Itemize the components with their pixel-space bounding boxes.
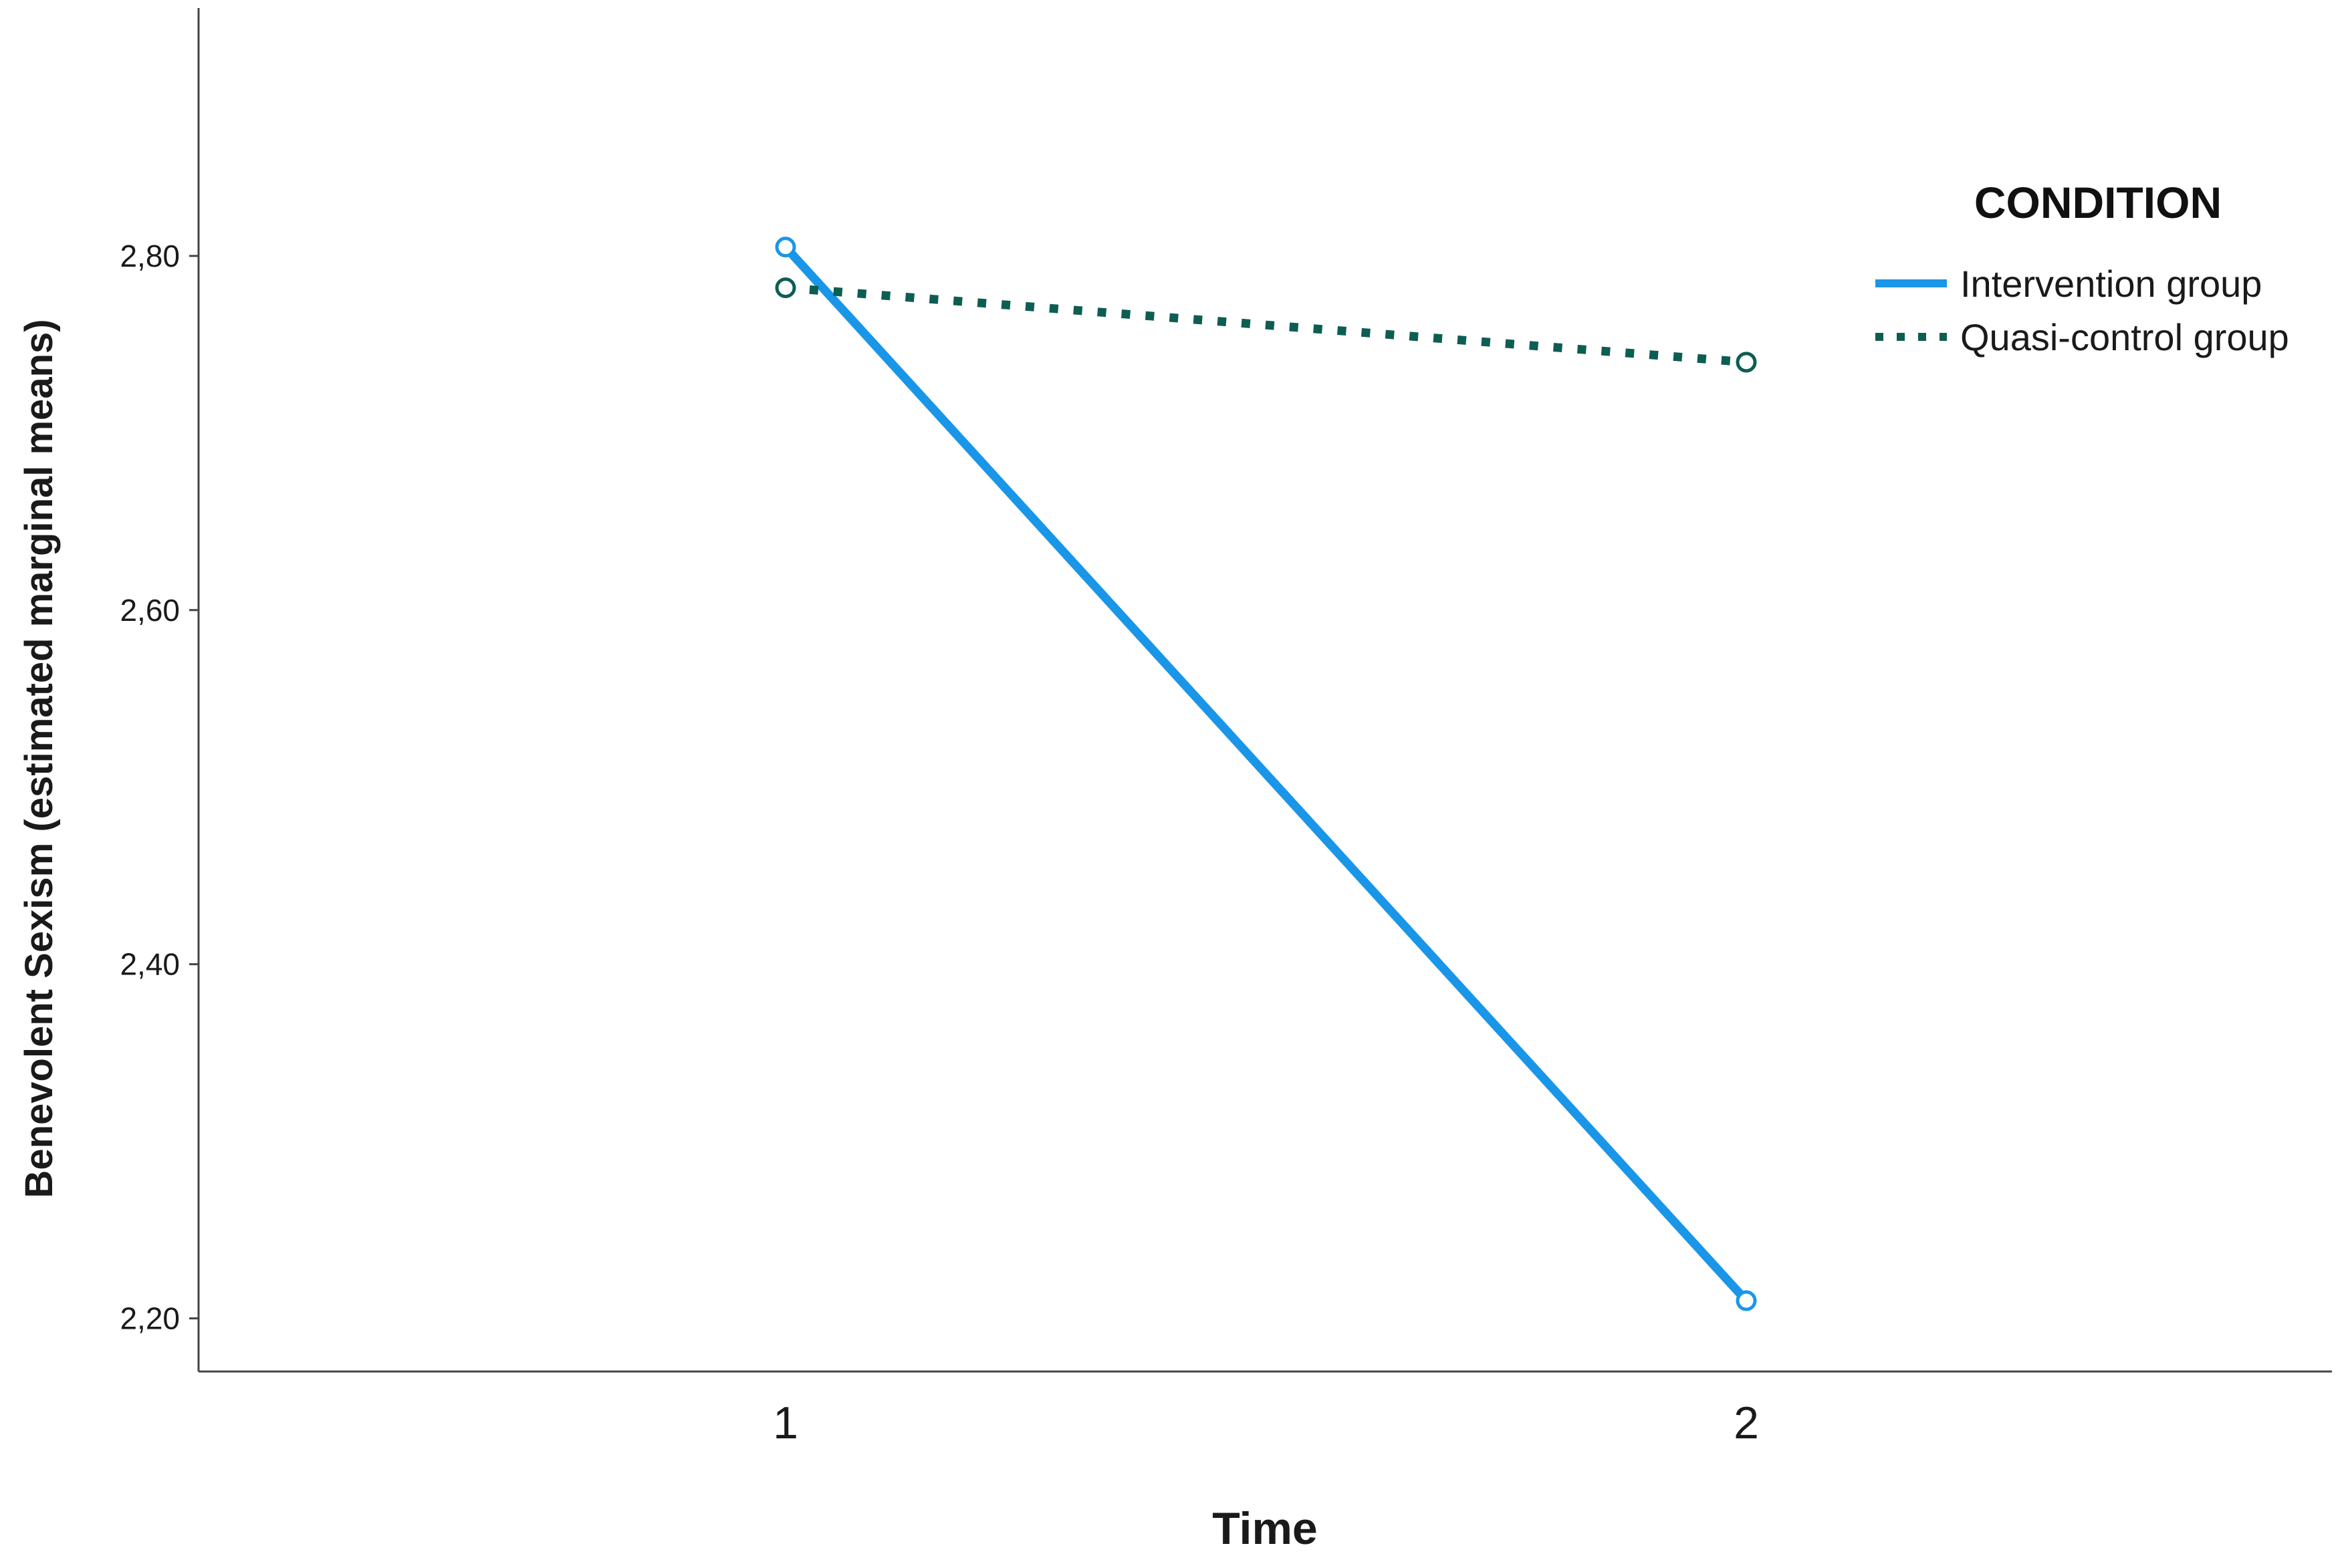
- series-intervention-group: [775, 237, 1757, 1311]
- y-tick-label: 2,20: [120, 1301, 180, 1336]
- series-quasi-control-group: [775, 277, 1757, 373]
- series-line: [781, 243, 1751, 1305]
- y-tick-label: 2,80: [120, 239, 180, 273]
- series-line: [785, 283, 1747, 367]
- x-axis-title: Time: [1212, 1503, 1317, 1554]
- legend-label: Quasi-control group: [1960, 316, 2289, 358]
- x-tick-label: 2: [1734, 1398, 1759, 1448]
- y-ticks: 2,20 2,40 2,60 2,80: [120, 239, 199, 1336]
- series: [775, 237, 1757, 1311]
- data-point: [1736, 352, 1757, 373]
- y-tick-label: 2,60: [120, 593, 180, 628]
- data-point: [1736, 1290, 1757, 1311]
- y-tick-label: 2,40: [120, 947, 180, 982]
- legend: CONDITION Intervention group Quasi-contro…: [1875, 178, 2289, 358]
- x-tick-label: 1: [773, 1398, 798, 1448]
- y-axis-title: Benevolent Sexism (estimated marginal me…: [17, 319, 61, 1198]
- legend-label: Intervention group: [1960, 263, 2262, 305]
- data-point: [775, 277, 796, 299]
- legend-title: CONDITION: [1974, 178, 2222, 227]
- data-point: [775, 237, 796, 258]
- axes: [197, 8, 2332, 1373]
